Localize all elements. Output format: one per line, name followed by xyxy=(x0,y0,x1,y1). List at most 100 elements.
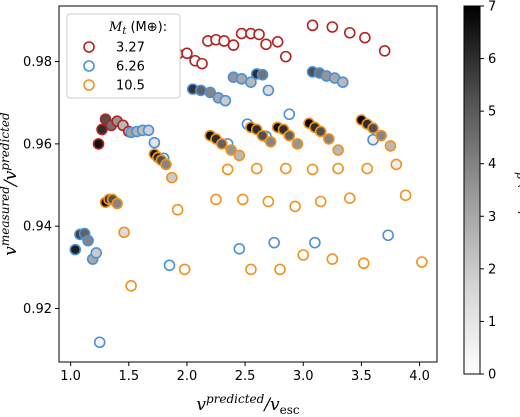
data-point-3.27 xyxy=(271,36,284,48)
data-point-3.27 xyxy=(181,47,193,60)
colorbar-label: Mp (M⊕) xyxy=(514,156,520,216)
data-point-10.5 xyxy=(291,138,304,150)
data-point-6.26 xyxy=(309,236,321,249)
data-point-6.26 xyxy=(195,84,207,97)
data-point-10.5 xyxy=(256,129,269,142)
data-point-10.5 xyxy=(283,129,296,142)
x-tick-label: 2.0 xyxy=(177,369,198,384)
data-point-6.26 xyxy=(204,86,216,99)
legend: Mt (M⊕): 3.27 6.26 10.5 xyxy=(66,13,181,99)
data-point-6.26 xyxy=(148,136,161,149)
data-point-10.5 xyxy=(332,144,344,156)
data-point-10.5 xyxy=(111,197,123,210)
data-point-3.27 xyxy=(306,19,319,32)
data-point-3.27 xyxy=(343,26,356,39)
x-tick-label: 3.0 xyxy=(293,369,314,384)
data-point-10.5 xyxy=(326,253,339,265)
data-point-3.27 xyxy=(253,28,265,41)
x-axis-label: vpredicted/vesc xyxy=(196,392,300,417)
data-point-10.5 xyxy=(262,195,275,208)
data-point-10.5 xyxy=(236,193,249,206)
data-point-10.5 xyxy=(367,122,379,135)
data-point-10.5 xyxy=(375,129,387,142)
data-point-10.5 xyxy=(264,136,277,148)
data-point-10.5 xyxy=(314,195,327,208)
data-point-10.5 xyxy=(323,133,335,145)
y-tick-label: 0.94 xyxy=(23,220,52,235)
data-point-6.26 xyxy=(90,247,103,259)
x-tick-label: 3.5 xyxy=(351,369,372,384)
data-point-10.5 xyxy=(297,249,310,261)
data-point-10.5 xyxy=(314,125,327,138)
data-point-10.5 xyxy=(390,158,403,171)
data-point-10.5 xyxy=(225,144,237,156)
plot-frame xyxy=(58,5,438,363)
data-point-10.5 xyxy=(166,171,178,184)
data-point-3.27 xyxy=(196,57,208,70)
data-point-10.5 xyxy=(245,263,257,276)
x-axis-ticks: 1.0 1.5 2.0 2.5 3.0 3.5 4.0 xyxy=(60,362,430,384)
colorbar-tick-label: 3 xyxy=(488,210,496,225)
legend-label: 10.5 xyxy=(116,79,145,94)
data-point-3.27 xyxy=(260,38,272,51)
x-tick-label: 1.5 xyxy=(118,369,139,384)
data-point-10.5 xyxy=(399,189,412,202)
x-tick-label: 2.5 xyxy=(235,369,256,384)
y-tick-label: 0.92 xyxy=(23,302,52,317)
data-point-10.5 xyxy=(343,192,356,204)
data-point-6.26 xyxy=(245,76,257,88)
legend-label: 3.27 xyxy=(116,41,145,56)
colorbar-gradient xyxy=(463,5,481,375)
data-point-6.26 xyxy=(219,94,232,107)
data-point-10.5 xyxy=(279,162,292,175)
data-point-3.27 xyxy=(218,35,230,47)
data-point-6.26 xyxy=(82,234,94,247)
legend-label: 6.26 xyxy=(116,60,145,75)
data-point-6.26 xyxy=(233,243,246,255)
colorbar-tick-label: 0 xyxy=(488,368,496,383)
data-point-10.5 xyxy=(361,162,374,175)
y-axis-ticks: 0.92 0.94 0.96 0.98 xyxy=(23,55,59,317)
data-point-10.5 xyxy=(274,263,286,276)
data-point-6.26 xyxy=(382,229,394,242)
data-point-10.5 xyxy=(160,158,172,171)
data-point-6.26 xyxy=(262,84,275,97)
data-point-3.27 xyxy=(96,123,108,136)
legend-marker-3.27 xyxy=(83,41,95,53)
data-point-10.5 xyxy=(210,193,222,206)
data-point-10.5 xyxy=(250,162,263,175)
colorbar-tick-label: 2 xyxy=(488,262,496,277)
data-point-6.26 xyxy=(235,73,248,85)
data-point-3.27 xyxy=(235,27,248,40)
colorbar-tick-label: 6 xyxy=(488,52,496,67)
y-tick-label: 0.98 xyxy=(23,55,52,70)
data-point-3.27 xyxy=(227,39,240,51)
legend-marker-10.5 xyxy=(83,79,95,91)
colorbar: 0 1 2 3 4 5 6 7 Mp (M⊕) xyxy=(463,0,520,383)
y-axis-label: vmeasured/vpredicted xyxy=(0,112,21,256)
colorbar-tick-label: 1 xyxy=(488,315,496,330)
data-point-10.5 xyxy=(216,138,228,150)
data-point-10.5 xyxy=(233,149,246,162)
data-point-10.5 xyxy=(171,203,184,216)
x-tick-label: 4.0 xyxy=(409,369,430,384)
legend-title: Mt (M⊕): xyxy=(108,20,167,37)
data-point-3.27 xyxy=(359,31,371,44)
y-tick-label: 0.96 xyxy=(23,137,52,152)
colorbar-tick-label: 4 xyxy=(488,157,496,172)
data-point-10.5 xyxy=(384,140,397,152)
data-point-3.27 xyxy=(92,138,105,150)
data-point-10.5 xyxy=(118,226,130,239)
data-point-10.5 xyxy=(125,280,137,292)
data-point-3.27 xyxy=(326,21,339,33)
data-point-6.26 xyxy=(142,124,155,137)
x-tick-label: 1.0 xyxy=(60,369,81,384)
colorbar-tick-label: 5 xyxy=(488,105,496,120)
data-point-10.5 xyxy=(357,257,370,270)
data-point-6.26 xyxy=(163,259,176,272)
data-point-6.26 xyxy=(268,236,280,249)
data-point-10.5 xyxy=(306,163,319,176)
data-point-10.5 xyxy=(178,263,191,276)
data-point-3.27 xyxy=(378,45,391,57)
